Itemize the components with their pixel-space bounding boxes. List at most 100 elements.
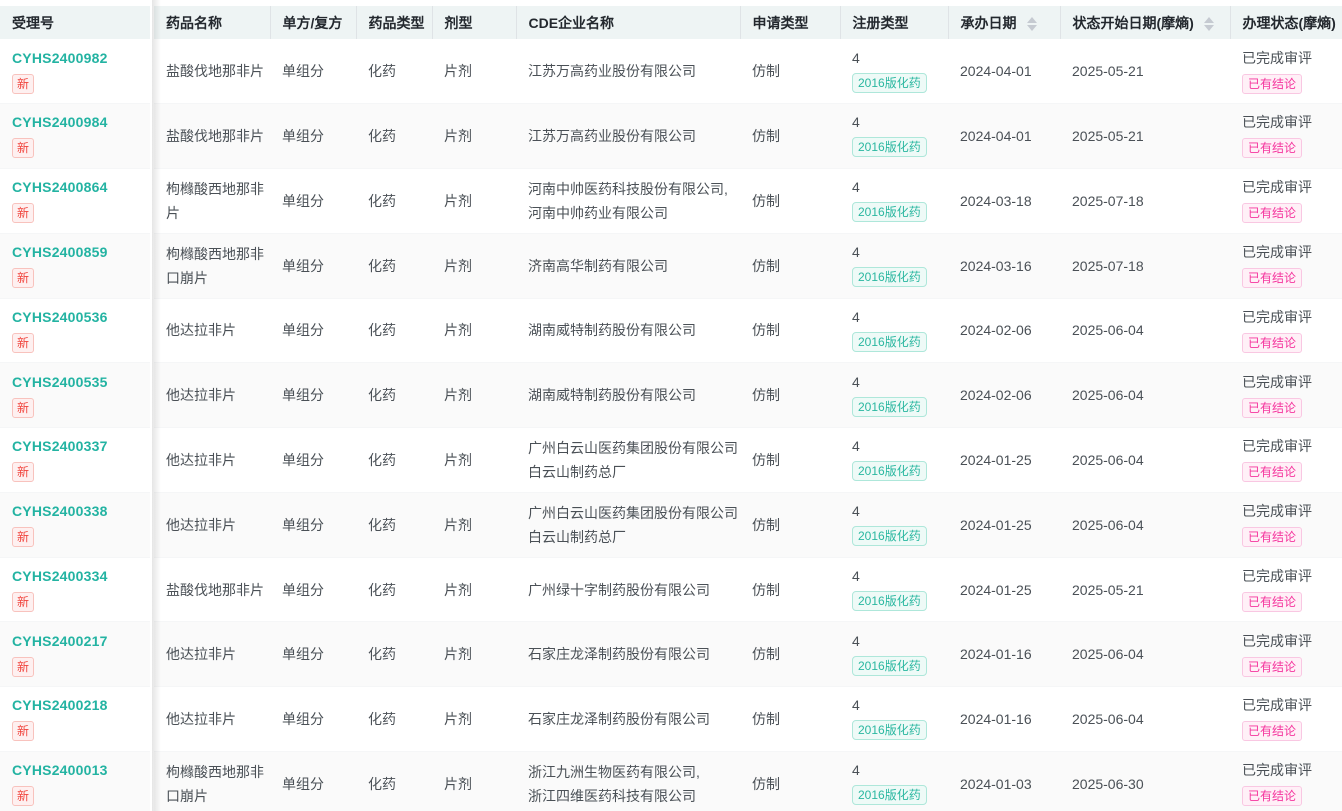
column-header-acceptance_date[interactable]: 承办日期 bbox=[947, 0, 1060, 39]
status-badge[interactable]: 已有结论 bbox=[1242, 786, 1303, 807]
status-badge[interactable]: 已有结论 bbox=[1242, 268, 1303, 289]
caret-up-icon[interactable] bbox=[1026, 16, 1037, 23]
cell-acceptance-no: CYHS2400337 新 bbox=[0, 427, 154, 493]
new-badge: 新 bbox=[12, 527, 35, 548]
sort-icon[interactable] bbox=[1203, 16, 1214, 31]
acceptance-no-link[interactable]: CYHS2400536 bbox=[12, 308, 108, 325]
status-badge[interactable]: 已有结论 bbox=[1242, 721, 1303, 742]
column-header-label: 申请类型 bbox=[752, 14, 809, 31]
caret-down-icon[interactable] bbox=[1203, 24, 1214, 31]
registration-type-badge: 2016版化药 bbox=[852, 331, 927, 352]
company-name-line: 河南中帅药业有限公司 bbox=[528, 204, 668, 221]
cell-acceptance-date: 2024-02-06 bbox=[948, 298, 1060, 364]
cell-dosage-form: 片剂 bbox=[432, 233, 516, 299]
cell-drug-name: 枸橼酸西地那非口崩片 bbox=[152, 751, 270, 811]
acceptance-no-link[interactable]: CYHS2400864 bbox=[12, 179, 108, 196]
cell-single-compound: 单组分 bbox=[270, 751, 356, 811]
acceptance-no-link[interactable]: CYHS2400217 bbox=[12, 632, 108, 649]
cell-status-start-date: 2025-06-04 bbox=[1060, 621, 1230, 688]
cell-drug-type: 化药 bbox=[356, 621, 432, 688]
company-name-line: 广州白云山医药集团股份有限公司 bbox=[528, 504, 738, 521]
registration-type-badge: 2016版化药 bbox=[852, 720, 927, 741]
acceptance-no-link[interactable]: CYHS2400218 bbox=[12, 697, 108, 714]
cell-cde-company: 湖南威特制药股份有限公司 bbox=[516, 298, 740, 364]
cell-acceptance-date: 2024-03-16 bbox=[948, 233, 1060, 299]
new-badge: 新 bbox=[12, 656, 35, 677]
status-badge[interactable]: 已有结论 bbox=[1242, 462, 1303, 483]
cell-dosage-form: 片剂 bbox=[432, 298, 516, 364]
acceptance-no-link[interactable]: CYHS2400337 bbox=[12, 438, 108, 455]
column-header-status_start_date[interactable]: 状态开始日期(摩熵) bbox=[1059, 0, 1230, 39]
cell-single-compound: 单组分 bbox=[270, 621, 356, 688]
registration-type-badge: 2016版化药 bbox=[852, 655, 927, 676]
new-badge: 新 bbox=[12, 462, 35, 483]
cell-drug-name: 他达拉非片 bbox=[152, 298, 270, 364]
cell-single-compound: 单组分 bbox=[270, 39, 356, 105]
company-name-line: 石家庄龙泽制药股份有限公司 bbox=[528, 710, 710, 727]
acceptance-no-link[interactable]: CYHS2400982 bbox=[12, 49, 108, 66]
acceptance-no-link[interactable]: CYHS2400859 bbox=[12, 244, 108, 261]
cell-status-start-date: 2025-06-04 bbox=[1060, 427, 1230, 493]
cell-acceptance-no: CYHS2400217 新 bbox=[0, 621, 154, 688]
cell-acceptance-no: CYHS2400338 新 bbox=[0, 492, 154, 558]
cell-dosage-form: 片剂 bbox=[432, 362, 516, 428]
cell-registration-type: 4 2016版化药 bbox=[840, 362, 948, 428]
column-header-application_type: 申请类型 bbox=[739, 0, 840, 39]
table-row: CYHS2400984 新 盐酸伐地那非片 单组分 化药 片剂 江苏万高药业股份… bbox=[0, 103, 1342, 169]
column-header-dosage_form: 剂型 bbox=[431, 0, 516, 39]
registration-type-badge: 2016版化药 bbox=[852, 72, 927, 93]
status-badge[interactable]: 已有结论 bbox=[1242, 138, 1303, 159]
cell-drug-type: 化药 bbox=[356, 557, 432, 623]
cell-registration-type: 4 2016版化药 bbox=[840, 751, 948, 811]
sort-icon[interactable] bbox=[1026, 16, 1037, 31]
cell-drug-name: 他达拉非片 bbox=[152, 492, 270, 558]
column-header-single_compound: 单方/复方 bbox=[269, 0, 356, 39]
new-badge: 新 bbox=[12, 592, 35, 613]
registration-number: 4 bbox=[852, 179, 860, 196]
cell-drug-name: 他达拉非片 bbox=[152, 621, 270, 688]
status-badge[interactable]: 已有结论 bbox=[1242, 332, 1303, 353]
cell-application-type: 仿制 bbox=[740, 233, 840, 299]
table-row: CYHS2400218 新 他达拉非片 单组分 化药 片剂 石家庄龙泽制药股份有… bbox=[0, 686, 1342, 752]
cell-drug-type: 化药 bbox=[356, 427, 432, 493]
cell-registration-type: 4 2016版化药 bbox=[840, 557, 948, 623]
caret-down-icon[interactable] bbox=[1026, 24, 1037, 31]
cell-application-type: 仿制 bbox=[740, 298, 840, 364]
table-row: CYHS2400536 新 他达拉非片 单组分 化药 片剂 湖南威特制药股份有限… bbox=[0, 298, 1342, 364]
acceptance-no-link[interactable]: CYHS2400338 bbox=[12, 503, 108, 520]
acceptance-no-link[interactable]: CYHS2400013 bbox=[12, 762, 108, 779]
acceptance-no-link[interactable]: CYHS2400984 bbox=[12, 114, 108, 131]
cell-status: 已完成审评 已有结论 bbox=[1230, 557, 1342, 623]
cell-application-type: 仿制 bbox=[740, 621, 840, 688]
cell-drug-type: 化药 bbox=[356, 298, 432, 364]
cell-drug-type: 化药 bbox=[356, 39, 432, 105]
acceptance-no-link[interactable]: CYHS2400334 bbox=[12, 568, 108, 585]
caret-up-icon[interactable] bbox=[1203, 16, 1214, 23]
cell-status: 已完成审评 已有结论 bbox=[1230, 751, 1342, 811]
status-badge[interactable]: 已有结论 bbox=[1242, 592, 1303, 613]
company-name-line: 白云山制药总厂 bbox=[528, 463, 626, 480]
cell-acceptance-no: CYHS2400864 新 bbox=[0, 168, 154, 234]
registration-type-badge: 2016版化药 bbox=[852, 526, 927, 547]
cell-drug-type: 化药 bbox=[356, 233, 432, 299]
status-badge[interactable]: 已有结论 bbox=[1242, 203, 1303, 224]
cell-acceptance-date: 2024-01-16 bbox=[948, 686, 1060, 752]
acceptance-no-link[interactable]: CYHS2400535 bbox=[12, 373, 108, 390]
status-badge[interactable]: 已有结论 bbox=[1242, 527, 1303, 548]
cell-status: 已完成审评 已有结论 bbox=[1230, 298, 1342, 364]
cell-status-start-date: 2025-06-04 bbox=[1060, 686, 1230, 752]
table-row: CYHS2400535 新 他达拉非片 单组分 化药 片剂 湖南威特制药股份有限… bbox=[0, 362, 1342, 428]
cell-acceptance-no: CYHS2400535 新 bbox=[0, 362, 154, 428]
cell-status: 已完成审评 已有结论 bbox=[1230, 39, 1342, 105]
company-name-line: 湖南威特制药股份有限公司 bbox=[528, 387, 696, 404]
status-badge[interactable]: 已有结论 bbox=[1242, 656, 1303, 677]
table-row: CYHS2400217 新 他达拉非片 单组分 化药 片剂 石家庄龙泽制药股份有… bbox=[0, 621, 1342, 688]
cell-drug-type: 化药 bbox=[356, 492, 432, 558]
new-badge: 新 bbox=[12, 268, 35, 289]
status-badge[interactable]: 已有结论 bbox=[1242, 397, 1303, 418]
cell-cde-company: 湖南威特制药股份有限公司 bbox=[516, 362, 740, 428]
column-header-registration_type: 注册类型 bbox=[839, 0, 948, 39]
column-header-drug_type: 药品类型 bbox=[355, 0, 432, 39]
cell-dosage-form: 片剂 bbox=[432, 39, 516, 105]
status-badge[interactable]: 已有结论 bbox=[1242, 73, 1303, 94]
